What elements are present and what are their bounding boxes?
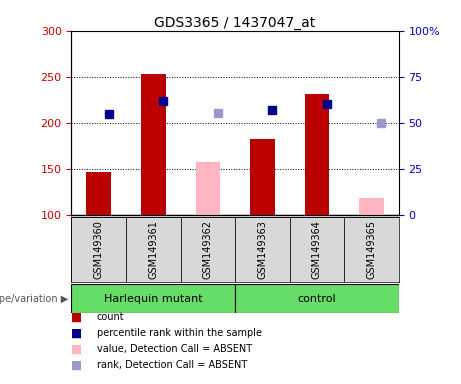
Text: percentile rank within the sample: percentile rank within the sample [97,328,262,338]
Text: Harlequin mutant: Harlequin mutant [104,293,202,304]
Text: GSM149361: GSM149361 [148,220,158,279]
Text: ■: ■ [71,359,83,372]
Text: count: count [97,312,124,322]
Bar [235,284,399,313]
Bar [290,217,344,282]
Text: ■: ■ [71,326,83,339]
Bar [141,74,165,215]
Text: GSM149362: GSM149362 [203,220,213,279]
Bar [305,94,329,215]
Text: control: control [298,293,336,304]
Bar [344,217,399,282]
Text: genotype/variation ▶: genotype/variation ▶ [0,293,69,304]
Text: ■: ■ [71,310,83,323]
Text: GSM149363: GSM149363 [257,220,267,279]
Bar [181,217,235,282]
Text: GSM149360: GSM149360 [94,220,104,279]
Text: ■: ■ [71,343,83,356]
Text: value, Detection Call = ABSENT: value, Detection Call = ABSENT [97,344,252,354]
Bar [126,217,181,282]
Text: rank, Detection Call = ABSENT: rank, Detection Call = ABSENT [97,360,247,370]
Bar [250,139,275,215]
Bar [195,162,220,215]
Bar [359,199,384,215]
Bar [235,217,290,282]
Title: GDS3365 / 1437047_at: GDS3365 / 1437047_at [154,16,316,30]
Bar [71,217,126,282]
Bar [87,172,111,215]
Text: GSM149364: GSM149364 [312,220,322,279]
Bar [71,284,235,313]
Text: GSM149365: GSM149365 [366,220,377,279]
